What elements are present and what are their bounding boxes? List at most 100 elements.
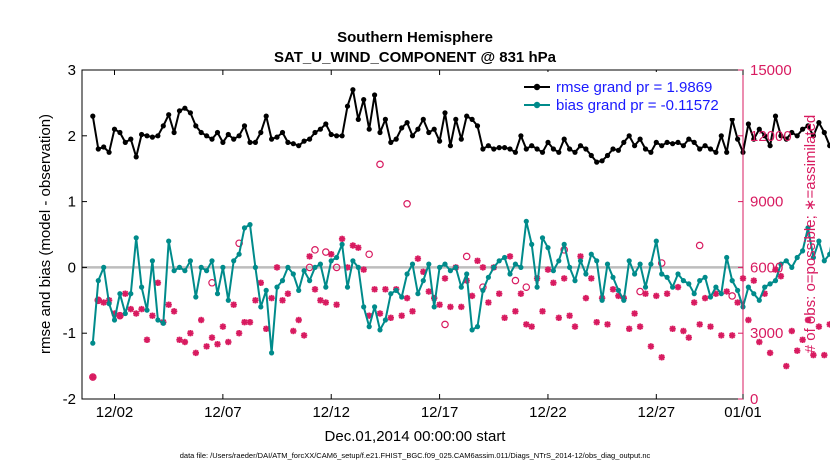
bias-point <box>361 304 367 310</box>
rmse-point <box>485 143 491 149</box>
bias-point <box>328 258 334 264</box>
rmse-point <box>101 144 107 150</box>
bias-point <box>599 297 605 303</box>
obs-assimilated-marker <box>561 275 568 282</box>
rmse-point <box>393 136 399 142</box>
bias-point <box>567 264 573 270</box>
obs-assimilated-marker <box>777 273 785 280</box>
rmse-point <box>128 136 134 142</box>
obs-assimilated-marker <box>658 354 665 361</box>
bias-point <box>610 274 616 280</box>
bias-point <box>702 274 708 280</box>
obs-possible-marker <box>332 263 341 272</box>
bias-point <box>225 297 231 303</box>
rmse-point <box>545 139 551 145</box>
rmse-point <box>361 97 367 103</box>
bias-point <box>447 268 453 274</box>
rmse-point <box>794 133 800 139</box>
rmse-point <box>588 152 594 159</box>
obs-assimilated-marker <box>181 338 189 346</box>
x-tick-label: 12/17 <box>421 404 459 421</box>
rmse-point <box>583 146 589 152</box>
obs-assimilated-marker <box>631 310 638 317</box>
rmse-point <box>642 146 649 152</box>
rmse-point <box>626 133 632 139</box>
bias-point <box>204 268 210 274</box>
rmse-point <box>491 146 497 152</box>
obs-assimilated-marker <box>517 290 525 297</box>
bias-point <box>697 278 703 284</box>
y-tick-label: -1 <box>63 325 76 342</box>
obs-assimilated-marker <box>176 336 183 343</box>
obs-assimilated-marker <box>685 334 692 341</box>
obs-assimilated-marker <box>371 286 378 293</box>
obs-assimilated-marker <box>696 321 703 328</box>
obs-assimilated-marker <box>772 266 779 273</box>
bias-point <box>534 284 540 290</box>
rmse-point <box>637 136 643 142</box>
bias-point <box>491 264 497 270</box>
y2-tick-label: 12000 <box>750 128 792 145</box>
x-tick-label: 12/07 <box>204 404 242 421</box>
obs-possible-marker <box>462 252 471 261</box>
rmse-point <box>334 133 340 139</box>
bias-point <box>344 284 351 290</box>
rmse-point <box>160 123 166 129</box>
rmse-point <box>155 133 161 139</box>
bias-point <box>827 251 830 257</box>
obs-possible-marker <box>116 311 124 320</box>
obs-assimilated-marker <box>701 294 709 302</box>
rmse-point <box>382 116 388 122</box>
bias-point <box>236 251 242 257</box>
rmse-point <box>144 133 150 139</box>
bias-point <box>160 320 166 326</box>
obs-assimilated-marker <box>821 351 828 359</box>
rmse-point <box>664 139 670 145</box>
rmse-point <box>290 141 296 147</box>
rmse-point <box>653 139 659 145</box>
obs-assimilated-marker <box>132 310 140 317</box>
obs-assimilated-marker <box>387 314 394 321</box>
rmse-point <box>133 154 139 160</box>
rmse-point <box>480 146 486 152</box>
rmse-point <box>713 149 719 155</box>
bias-point <box>615 287 622 293</box>
rmse-point <box>778 133 784 139</box>
rmse-point <box>724 149 730 155</box>
obs-assimilated-marker <box>333 301 340 308</box>
rmse-point <box>659 143 665 149</box>
rmse-point <box>182 105 188 111</box>
rmse-point <box>198 129 204 136</box>
bias-point <box>388 291 394 297</box>
obs-assimilated-marker <box>604 321 611 328</box>
rmse-point <box>372 92 378 98</box>
obs-assimilated-marker <box>810 351 817 359</box>
obs-assimilated-marker <box>799 336 806 343</box>
obs-assimilated-marker <box>116 312 124 319</box>
rmse-point <box>279 129 286 136</box>
rmse-point <box>496 145 502 151</box>
obs-assimilated-marker <box>214 341 221 348</box>
rmse-point <box>220 139 226 145</box>
rmse-point <box>301 138 307 144</box>
rmse-point <box>258 129 264 136</box>
bias-point <box>626 258 632 264</box>
y-tick-label: 2 <box>68 128 76 145</box>
obs-assimilated-marker <box>138 305 145 313</box>
obs-assimilated-marker <box>225 338 232 346</box>
rmse-point <box>149 134 155 140</box>
bias-point <box>339 241 345 247</box>
obs-assimilated-marker <box>187 330 194 337</box>
obs-assimilated-marker <box>290 327 297 335</box>
obs-assimilated-marker <box>338 235 346 243</box>
bias-point <box>312 264 318 270</box>
rmse-point <box>507 146 513 152</box>
bias-point <box>745 284 752 290</box>
obs-assimilated-marker <box>479 264 487 271</box>
rmse-point <box>800 126 806 132</box>
rmse-point <box>426 129 432 136</box>
bias-point <box>323 284 329 290</box>
x-tick-label: 12/02 <box>96 404 134 421</box>
rmse-point <box>95 146 101 152</box>
